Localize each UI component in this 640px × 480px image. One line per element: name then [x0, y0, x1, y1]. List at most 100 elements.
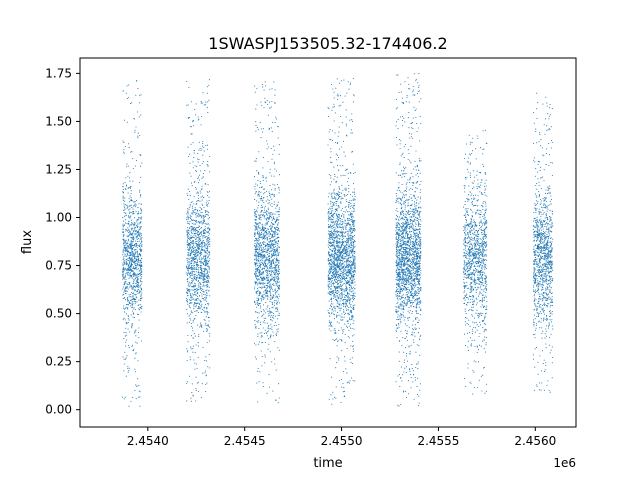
- data-point: [123, 283, 126, 285]
- data-point: [347, 232, 349, 234]
- data-point: [353, 193, 356, 195]
- data-point: [269, 246, 271, 249]
- data-point: [207, 164, 209, 166]
- data-point: [206, 310, 208, 312]
- data-point: [269, 233, 271, 235]
- data-point: [196, 265, 199, 267]
- data-point: [343, 371, 345, 373]
- data-point: [272, 223, 274, 225]
- data-point: [273, 195, 275, 197]
- data-point: [132, 296, 134, 298]
- data-point: [341, 207, 344, 209]
- data-point: [274, 230, 276, 232]
- data-point: [262, 382, 264, 384]
- data-point: [267, 327, 269, 329]
- data-point: [343, 313, 345, 315]
- data-point: [125, 339, 127, 341]
- data-point: [127, 254, 129, 256]
- data-point: [207, 324, 209, 326]
- data-point: [264, 224, 266, 226]
- data-point: [257, 204, 259, 207]
- data-point: [260, 292, 262, 294]
- data-point: [336, 286, 338, 288]
- data-point: [192, 213, 194, 215]
- data-point: [274, 184, 276, 186]
- data-point: [191, 277, 193, 280]
- data-point: [331, 228, 333, 230]
- data-point: [278, 211, 280, 213]
- data-point: [262, 314, 264, 316]
- data-point: [263, 238, 265, 240]
- data-point: [133, 253, 136, 255]
- data-point: [332, 240, 334, 242]
- data-point: [186, 348, 188, 350]
- data-point: [124, 281, 126, 283]
- data-point: [335, 202, 337, 204]
- data-point: [268, 266, 271, 268]
- data-point: [333, 289, 335, 292]
- data-point: [261, 332, 263, 334]
- data-point: [189, 263, 191, 265]
- data-point: [138, 337, 140, 339]
- data-point: [338, 148, 341, 150]
- data-point: [259, 245, 261, 247]
- data-point: [345, 278, 347, 280]
- data-point: [127, 227, 129, 229]
- data-point: [208, 190, 211, 192]
- data-point: [137, 132, 139, 134]
- data-point: [272, 390, 274, 392]
- data-point: [139, 285, 141, 287]
- data-point: [124, 212, 127, 215]
- data-point: [342, 249, 344, 251]
- data-point: [197, 158, 199, 160]
- data-point: [124, 276, 126, 278]
- data-point: [274, 340, 276, 343]
- data-point: [266, 213, 268, 215]
- data-point: [186, 241, 188, 243]
- data-point: [330, 205, 332, 207]
- data-point: [258, 214, 260, 216]
- data-point: [352, 151, 354, 153]
- data-point: [334, 332, 336, 334]
- data-point: [350, 309, 353, 311]
- data-point: [339, 281, 341, 283]
- data-point: [259, 215, 261, 217]
- data-point: [200, 275, 202, 277]
- data-point: [204, 275, 206, 277]
- data-point: [260, 263, 262, 266]
- data-point: [262, 188, 264, 190]
- data-point: [268, 252, 270, 254]
- data-point: [330, 181, 333, 183]
- data-point: [349, 119, 351, 121]
- data-point: [206, 294, 208, 296]
- data-point: [208, 200, 210, 202]
- data-point: [333, 106, 335, 108]
- data-point: [266, 283, 268, 285]
- data-point: [127, 98, 129, 100]
- data-point: [262, 236, 264, 238]
- data-point: [335, 281, 337, 283]
- data-point: [262, 86, 264, 88]
- data-point: [132, 232, 134, 234]
- data-point: [349, 298, 351, 300]
- data-point: [140, 209, 142, 211]
- data-point: [195, 290, 197, 292]
- data-point: [256, 239, 258, 241]
- data-point: [204, 222, 206, 225]
- data-point: [202, 233, 205, 235]
- data-point: [195, 171, 197, 173]
- data-point: [127, 241, 129, 243]
- data-point: [339, 192, 341, 194]
- data-point: [207, 202, 210, 204]
- data-point: [262, 279, 264, 281]
- data-point: [334, 132, 336, 134]
- data-point: [140, 287, 142, 289]
- data-point: [334, 249, 336, 251]
- data-point: [130, 291, 133, 294]
- data-point: [126, 207, 128, 209]
- data-point: [330, 243, 332, 245]
- data-point: [206, 86, 208, 88]
- data-point: [134, 357, 136, 359]
- data-point: [264, 188, 266, 190]
- data-point: [190, 311, 193, 313]
